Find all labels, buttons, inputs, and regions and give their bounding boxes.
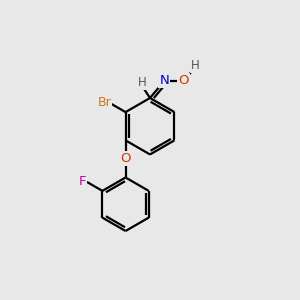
- Text: F: F: [79, 176, 86, 188]
- Text: Br: Br: [98, 96, 111, 109]
- Text: H: H: [191, 59, 200, 72]
- Text: N: N: [160, 74, 169, 87]
- Text: O: O: [120, 152, 131, 165]
- Text: H: H: [138, 76, 147, 89]
- Text: O: O: [178, 74, 189, 87]
